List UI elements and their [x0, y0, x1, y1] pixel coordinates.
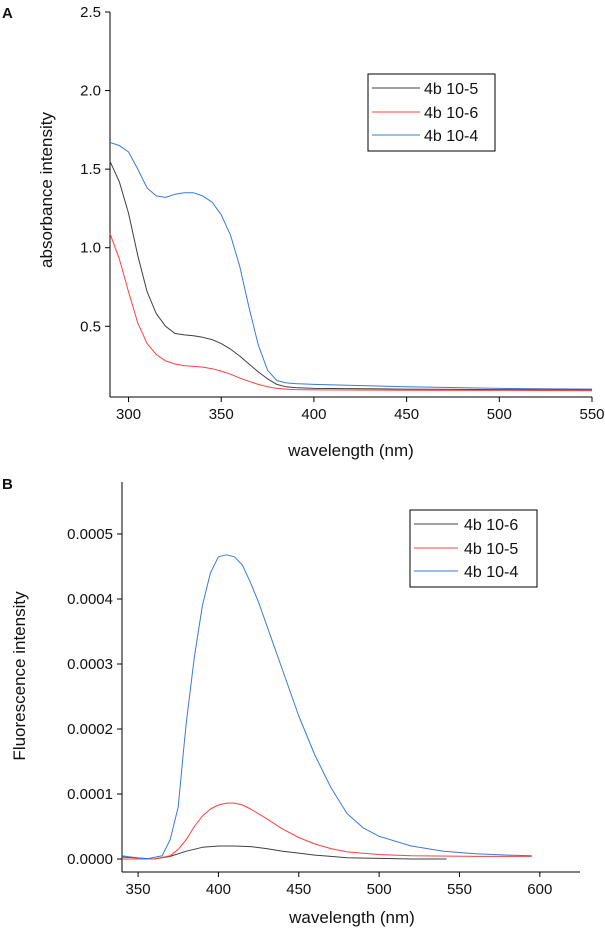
panel-a-legend: 4b 10-5 4b 10-6 4b 10-4: [367, 73, 496, 152]
panel-a-x-tick-label: 300: [116, 406, 141, 423]
panel-a-label: A: [2, 5, 13, 22]
panel-a-x-tick-label: 500: [487, 406, 512, 423]
panel-b-series-4b-10-6: [121, 845, 447, 860]
panel-b-x-tick-label: 500: [367, 881, 392, 898]
legend-label-4b-10-6: 4b 10-6: [424, 105, 478, 122]
panel-a-y-tick-label: 1.5: [80, 161, 101, 178]
panel-b-x-tick-label: 400: [206, 881, 231, 898]
panel-b-label: B: [2, 476, 13, 493]
panel-b-y-tick-label: 0.0005: [67, 526, 113, 543]
legend-label-4b-10-6: 4b 10-6: [464, 517, 518, 534]
panel-a-x-tick-label: 400: [301, 406, 326, 423]
panel-a-x-tick-label: 350: [209, 406, 234, 423]
panel-b-y-tick-label: 0.0000: [67, 851, 113, 868]
panel-a-y-tick-label: 1.0: [80, 240, 101, 257]
panel-b-y-tick-label: 0.0002: [67, 721, 113, 738]
panel-b-x-tick-label: 350: [126, 881, 151, 898]
panel-b-y-tick-label: 0.0001: [67, 786, 113, 803]
panel-a-x-tick-label: 450: [394, 406, 419, 423]
panel-a-series-4b-10-4: [109, 141, 593, 390]
legend-label-4b-10-4: 4b 10-4: [424, 128, 478, 145]
panel-a-y-tick-label: 0.5: [80, 318, 101, 335]
panel-b-x-tick-label: 600: [527, 881, 552, 898]
panel-a-y-label: absorbance intensity: [37, 112, 56, 268]
panel-b-x-label: wavelength (nm): [288, 908, 415, 927]
panel-b-legend: 4b 10-6 4b 10-5 4b 10-4: [409, 509, 538, 588]
panel-b-y-tick-label: 0.0004: [67, 591, 113, 608]
legend-label-4b-10-4: 4b 10-4: [464, 564, 518, 581]
panel-b-y-tick-label: 0.0003: [67, 656, 113, 673]
panel-a-y-tick-label: 2.0: [80, 83, 101, 100]
chart-panel-a: A 300 350 400 450 500 550 0.5 1.0 1.5 2.0 2.5 wav…: [2, 4, 605, 460]
panel-b-x-tick-label: 550: [447, 881, 472, 898]
panel-a-series-4b-10-6: [109, 233, 593, 392]
legend-label-4b-10-5: 4b 10-5: [464, 541, 518, 558]
chart-panel-b: B 350 400 450 500 550 600 0.0000 0.0001 0.0002 0…: [2, 476, 580, 927]
panel-b-x-tick-label: 450: [286, 881, 311, 898]
panel-a-x-label: wavelength (nm): [287, 441, 414, 460]
panel-b-y-label: Fluorescence intensity: [10, 591, 29, 761]
panel-b-series-4b-10-4: [121, 554, 532, 860]
panel-a-series-4b-10-5: [109, 161, 593, 391]
panel-a-y-tick-label: 2.5: [80, 4, 101, 21]
legend-label-4b-10-5: 4b 10-5: [424, 81, 478, 98]
panel-a-x-tick-label: 550: [579, 406, 604, 423]
panel-b-series-4b-10-5: [122, 802, 532, 860]
